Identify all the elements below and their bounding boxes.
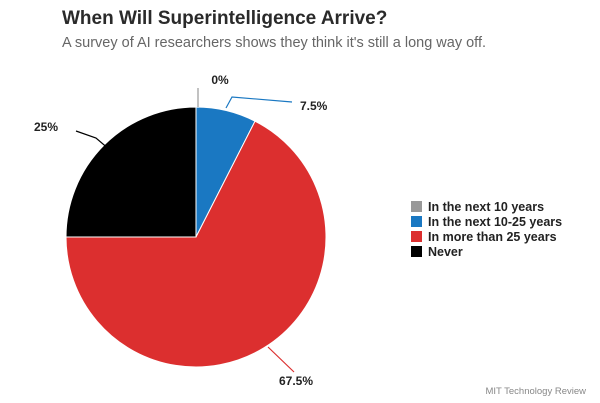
leader-line <box>75 130 111 151</box>
chart-subtitle: A survey of AI researchers shows they th… <box>62 35 486 51</box>
pie-slice <box>65 106 197 238</box>
data-label: 7.5% <box>300 99 328 113</box>
chart-title: When Will Superintelligence Arrive? <box>62 8 388 29</box>
legend-item: In the next 10-25 years <box>411 214 562 229</box>
source-credit: MIT Technology Review <box>485 386 586 397</box>
data-label: 67.5% <box>279 374 313 388</box>
leader-line <box>225 96 293 109</box>
legend-swatch <box>411 246 422 257</box>
legend-item: Never <box>411 244 562 259</box>
legend-label: In more than 25 years <box>428 229 557 244</box>
legend-item: In more than 25 years <box>411 229 562 244</box>
legend-swatch <box>411 216 422 227</box>
legend: In the next 10 years In the next 10-25 y… <box>411 199 562 259</box>
legend-item: In the next 10 years <box>411 199 562 214</box>
legend-swatch <box>411 231 422 242</box>
pie-slice <box>65 120 327 368</box>
legend-label: Never <box>428 244 463 259</box>
leader-line <box>267 346 295 373</box>
data-label: 0% <box>211 73 229 87</box>
legend-label: In the next 10 years <box>428 199 545 214</box>
legend-label: In the next 10-25 years <box>428 214 563 229</box>
legend-swatch <box>411 201 422 212</box>
data-label: 25% <box>34 120 58 134</box>
